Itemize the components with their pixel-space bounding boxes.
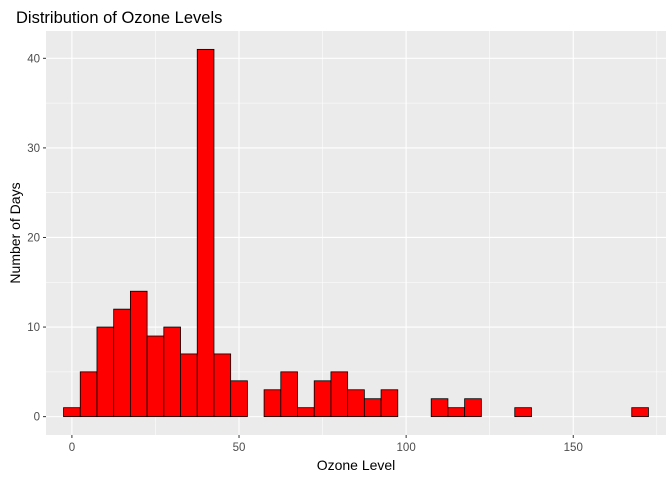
histogram-bar <box>129 290 148 418</box>
histogram-bar <box>330 371 349 418</box>
histogram-bar <box>514 407 532 418</box>
histogram-bar <box>230 380 248 418</box>
histogram-bar <box>113 308 131 418</box>
x-tick-label: 50 <box>233 442 246 454</box>
histogram-bar <box>280 371 298 418</box>
histogram-bar <box>263 389 282 418</box>
x-axis-title: Ozone Level <box>317 457 396 473</box>
histogram-bar <box>63 407 81 418</box>
histogram-bar <box>464 398 482 418</box>
x-tick-label: 0 <box>69 442 75 454</box>
y-tick-label: 40 <box>27 53 40 65</box>
chart-title: Distribution of Ozone Levels <box>16 9 222 27</box>
y-axis-title: Number of Days <box>7 182 23 283</box>
x-axis-ticks: 0 50 100 150 <box>69 435 583 454</box>
y-tick-label: 30 <box>27 143 40 155</box>
histogram-bar <box>297 407 315 418</box>
histogram-bar <box>347 389 365 418</box>
y-tick-label: 10 <box>27 322 40 334</box>
x-tick-label: 100 <box>397 442 416 454</box>
histogram-bar <box>631 407 649 418</box>
histogram-bar <box>196 48 215 418</box>
histogram-bar <box>213 353 232 418</box>
histogram-bar <box>363 398 382 418</box>
minor-grid-lines <box>46 31 666 435</box>
x-tick-label: 150 <box>564 442 583 454</box>
y-tick-label: 20 <box>27 232 40 244</box>
histogram-bar <box>313 380 332 418</box>
histogram-bars <box>63 48 649 418</box>
major-grid-lines <box>46 31 666 435</box>
histogram-bar <box>146 335 165 418</box>
histogram-bar <box>430 398 449 418</box>
histogram-bar <box>163 326 181 418</box>
histogram-bar <box>180 353 198 418</box>
histogram-bar <box>96 326 115 418</box>
y-tick-label: 0 <box>34 412 40 424</box>
histogram-bar <box>447 407 466 418</box>
histogram-bar <box>79 371 98 418</box>
histogram-bar <box>380 389 399 418</box>
y-axis-ticks: 0 10 20 30 40 <box>27 53 46 424</box>
